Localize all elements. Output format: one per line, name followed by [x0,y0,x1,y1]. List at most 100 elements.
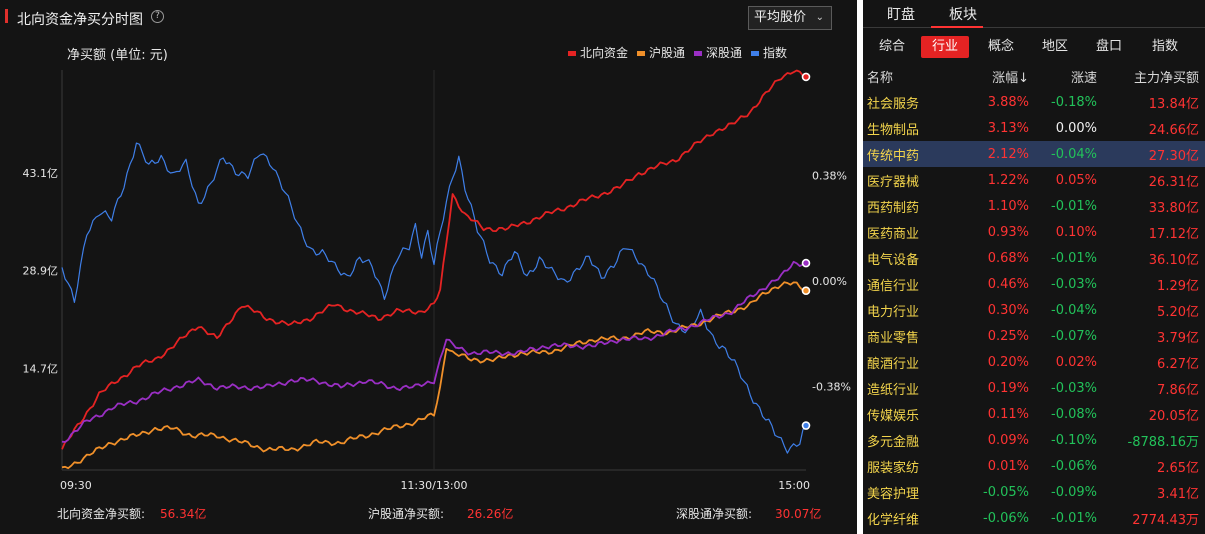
shanghai-connect-net-buy-label: 沪股通净买额: [368,507,445,521]
col-change[interactable]: 涨幅↓ [992,70,1029,86]
sector-panel: 盯盘 板块 综合 行业 概念 地区 盘口 指数 名称 涨幅↓ 涨速 主力净买额 … [863,0,1205,534]
series-end-marker [801,72,811,82]
chart-legend: 北向资金 沪股通 深股通 指数 [568,44,796,61]
sector-name: 造纸行业 [867,382,920,398]
col-net-buy[interactable]: 主力净买额 [1133,70,1199,86]
legend-item[interactable]: 沪股通 [637,44,685,61]
shenzhen-connect-net-buy-label: 深股通净买额: [676,507,753,521]
sector-row[interactable]: 电力行业 0.30% -0.04% 5.20亿 [863,297,1205,323]
sector-name: 服装家纺 [867,460,920,476]
sector-row[interactable]: 造纸行业 0.19% -0.03% 7.86亿 [863,375,1205,401]
legend-swatch [568,51,576,56]
sector-name: 西药制药 [867,200,920,216]
sector-row[interactable]: 美容护理 -0.05% -0.09% 3.41亿 [863,479,1205,505]
sector-net-buy: 17.12亿 [1148,226,1199,242]
sector-row[interactable]: 商业零售 0.25% -0.07% 3.79亿 [863,323,1205,349]
sector-net-buy: 13.84亿 [1148,96,1199,112]
legend-label: 北向资金 [580,46,629,60]
subtab-industry[interactable]: 行业 [921,36,969,58]
sector-speed: -0.01% [1051,198,1097,214]
sector-row[interactable]: 酿酒行业 0.20% 0.02% 6.27亿 [863,349,1205,375]
subtab-overview[interactable]: 综合 [878,39,905,54]
sector-speed: -0.08% [1051,406,1097,422]
series-line [61,142,807,454]
help-icon[interactable]: ? [151,10,164,23]
chevron-down-icon: ⌄ [815,12,824,23]
sector-net-buy: 5.20亿 [1157,304,1199,320]
sector-name: 社会服务 [867,96,920,112]
sector-row[interactable]: 传媒娱乐 0.11% -0.08% 20.05亿 [863,401,1205,427]
sector-net-buy: 27.30亿 [1097,141,1205,167]
col-name[interactable]: 名称 [867,70,894,86]
subtab-index[interactable]: 指数 [1151,39,1178,54]
sector-row[interactable]: 社会服务 3.88% -0.18% 13.84亿 [863,89,1205,115]
sector-change: 0.20% [987,354,1029,370]
sector-net-buy: -8788.16万 [1127,434,1199,450]
sector-change: 2.12% [963,141,1029,167]
sector-change: 0.93% [987,224,1029,240]
sector-name: 美容护理 [867,486,920,502]
legend-item[interactable]: 北向资金 [568,44,628,61]
sector-row[interactable]: 服装家纺 0.01% -0.06% 2.65亿 [863,453,1205,479]
northbound-net-buy-label: 北向资金净买额: [57,507,146,521]
y-left-tick-label: 14.7亿 [23,363,59,376]
sector-net-buy: 1.29亿 [1157,278,1199,294]
sector-row[interactable]: 化学纤维 -0.06% -0.01% 2774.43万 [863,505,1205,531]
shenzhen-connect-net-buy-value: 30.07亿 [775,507,822,521]
sector-row[interactable]: 电气设备 0.68% -0.01% 36.10亿 [863,245,1205,271]
sector-change: 0.01% [987,458,1029,474]
active-tab-indicator [931,26,983,28]
sector-speed: -0.04% [1029,141,1097,167]
x-tick-label: 15:00 [778,479,810,492]
sector-change: 0.11% [987,406,1029,422]
sector-speed: -0.07% [1051,328,1097,344]
sector-name: 传统中药 [863,141,963,167]
legend-item[interactable]: 指数 [751,44,787,61]
sector-net-buy: 26.31亿 [1148,174,1199,190]
sector-net-buy: 2.65亿 [1157,460,1199,476]
sector-change: -0.05% [983,484,1029,500]
sector-row[interactable]: 医药商业 0.93% 0.10% 17.12亿 [863,219,1205,245]
sector-row[interactable]: 生物制品 3.13% 0.00% 24.66亿 [863,115,1205,141]
series-line [61,69,807,450]
sector-name: 化学纤维 [867,512,920,528]
sector-name: 电力行业 [867,304,920,320]
col-speed[interactable]: 涨速 [1070,70,1097,86]
sector-row[interactable]: 多元金融 0.09% -0.10% -8788.16万 [863,427,1205,453]
sector-row[interactable]: 医疗器械 1.22% 0.05% 26.31亿 [863,167,1205,193]
tab-watchlist[interactable]: 盯盘 [887,7,915,23]
sector-net-buy: 20.05亿 [1148,408,1199,424]
sector-change: 1.22% [987,172,1029,188]
subtab-region[interactable]: 地区 [1041,39,1068,54]
sector-row[interactable]: 通信行业 0.46% -0.03% 1.29亿 [863,271,1205,297]
tab-sectors[interactable]: 板块 [949,7,977,23]
subtab-concept[interactable]: 概念 [987,39,1014,54]
series-end-marker [801,286,811,295]
y-left-tick-label: 28.9亿 [23,265,59,278]
sector-speed: 0.02% [1055,354,1097,370]
average-price-select[interactable]: 平均股价 ⌄ [748,6,832,30]
sector-row[interactable]: 传统中药 2.12% -0.04% 27.30亿 [863,141,1205,167]
sector-row[interactable]: 西药制药 1.10% -0.01% 33.80亿 [863,193,1205,219]
sector-change: 0.25% [987,328,1029,344]
series-line [61,260,807,443]
legend-swatch [751,51,760,56]
sector-name: 商业零售 [867,330,920,346]
sector-net-buy: 3.41亿 [1157,486,1199,502]
sector-change: 3.13% [987,120,1029,136]
unit-label: 净买额 (单位: 元) [67,48,168,63]
sector-name: 生物制品 [867,122,920,138]
subtab-order-book[interactable]: 盘口 [1095,39,1122,54]
sector-speed: 0.05% [1055,172,1097,188]
y-right-tick-label: -0.38% [812,381,851,394]
series-end-marker [801,421,811,430]
sector-category-tabs: 综合 行业 概念 地区 盘口 指数 [863,36,1205,58]
sector-speed: 0.10% [1055,224,1097,240]
y-left-tick-label: 43.1亿 [23,167,59,180]
sector-change: 0.68% [987,250,1029,266]
northbound-net-buy-value: 56.34亿 [160,507,207,521]
legend-item[interactable]: 深股通 [694,44,742,61]
sector-speed: -0.03% [1051,380,1097,396]
sector-speed: -0.03% [1051,276,1097,292]
legend-label: 沪股通 [649,46,686,60]
